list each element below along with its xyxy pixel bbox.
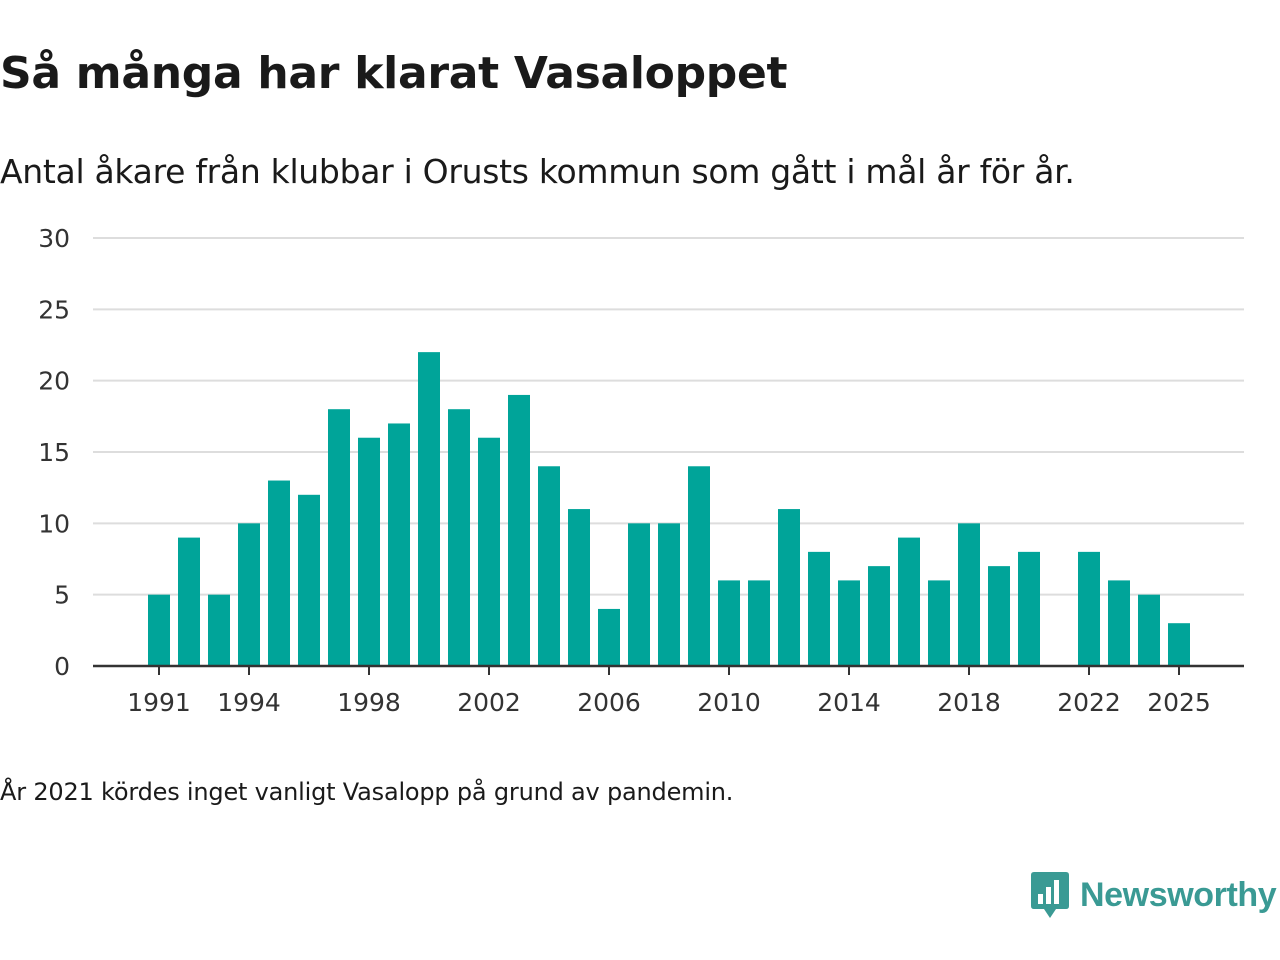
x-tick-label: 1998 bbox=[337, 688, 401, 717]
bar-2022 bbox=[1078, 551, 1100, 666]
x-tick-label: 2014 bbox=[817, 688, 881, 717]
newsworthy-logo-icon bbox=[1031, 872, 1069, 918]
bar-2023 bbox=[1108, 580, 1130, 666]
bar-2007 bbox=[628, 523, 650, 666]
bar-2009 bbox=[688, 466, 710, 666]
y-tick-label: 10 bbox=[38, 509, 70, 538]
x-tick-label: 2025 bbox=[1147, 688, 1211, 717]
bar-1999 bbox=[388, 423, 410, 666]
x-axis-tick-labels: 1991 1994 1998 2002 2006 2010 2014 2018 2022 2025 bbox=[127, 688, 1211, 717]
bar-2003 bbox=[508, 394, 530, 666]
chart-subtitle: Antal åkare från klubbar i Orusts kommun… bbox=[0, 152, 1075, 191]
y-tick-label: 30 bbox=[38, 224, 70, 253]
x-tick-label: 2010 bbox=[697, 688, 761, 717]
bar-1994 bbox=[238, 523, 260, 666]
x-tick-label: 2002 bbox=[457, 688, 521, 717]
x-tick-label: 1994 bbox=[217, 688, 281, 717]
bar-2025 bbox=[1168, 623, 1190, 666]
x-tick-label: 2022 bbox=[1057, 688, 1121, 717]
bar-2005 bbox=[568, 509, 590, 666]
bar-1992 bbox=[178, 537, 200, 666]
brand-logo: Newsworthy bbox=[1030, 868, 1277, 922]
bar-2015 bbox=[868, 566, 890, 666]
bar-1995 bbox=[268, 480, 290, 666]
bar-2020 bbox=[1018, 551, 1040, 666]
y-tick-label: 0 bbox=[54, 652, 70, 681]
bar-1991 bbox=[148, 594, 170, 666]
bar-2000 bbox=[418, 352, 440, 666]
bar-2018 bbox=[958, 523, 980, 666]
bar-2013 bbox=[808, 551, 830, 666]
bar-2019 bbox=[988, 566, 1010, 666]
x-axis bbox=[93, 664, 1244, 675]
bar-2010 bbox=[718, 580, 740, 666]
bar-2011 bbox=[748, 580, 770, 666]
y-axis-tick-labels: 0 5 10 15 20 25 30 bbox=[38, 224, 70, 681]
bar-2008 bbox=[658, 523, 680, 666]
bar-1998 bbox=[358, 437, 380, 666]
bar-1996 bbox=[298, 494, 320, 666]
x-tick-label: 2018 bbox=[937, 688, 1001, 717]
chart-title: Så många har klarat Vasaloppet bbox=[0, 48, 788, 99]
y-tick-label: 15 bbox=[38, 438, 70, 467]
y-tick-label: 25 bbox=[38, 295, 70, 324]
brand-name: Newsworthy bbox=[1080, 875, 1277, 914]
bar-2004 bbox=[538, 466, 560, 666]
bar-2024 bbox=[1138, 594, 1160, 666]
bars bbox=[148, 352, 1190, 666]
bar-1993 bbox=[208, 594, 230, 666]
y-tick-label: 20 bbox=[38, 367, 70, 396]
bar-2006 bbox=[598, 608, 620, 666]
bar-2014 bbox=[838, 580, 860, 666]
bar-2017 bbox=[928, 580, 950, 666]
bar-2016 bbox=[898, 537, 920, 666]
footnote: År 2021 kördes inget vanligt Vasalopp på… bbox=[0, 778, 734, 806]
x-tick-label: 1991 bbox=[127, 688, 191, 717]
x-tick-label: 2006 bbox=[577, 688, 641, 717]
bar-2012 bbox=[778, 509, 800, 666]
bar-2002 bbox=[478, 437, 500, 666]
bar-1997 bbox=[328, 409, 350, 666]
bar-2001 bbox=[448, 409, 470, 666]
y-tick-label: 5 bbox=[54, 581, 70, 610]
